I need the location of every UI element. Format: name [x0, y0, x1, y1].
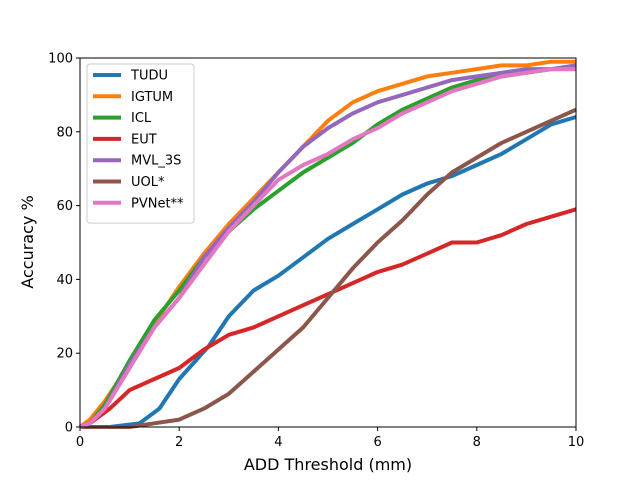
x-axis-label: ADD Threshold (mm)	[244, 455, 412, 474]
legend-label: TUDU	[130, 69, 168, 84]
y-tick-label: 100	[48, 52, 73, 67]
x-tick-label: 6	[373, 435, 381, 450]
series-line-0	[80, 115, 577, 429]
x-tick-label: 8	[473, 435, 481, 450]
plot-frame	[79, 57, 577, 428]
series-layer	[78, 59, 577, 429]
legend-label: EUT	[131, 132, 157, 147]
y-tick-label: 60	[56, 199, 73, 214]
series-line-5	[80, 107, 577, 429]
series-line-3	[79, 207, 577, 429]
x-tick-label: 0	[76, 435, 84, 450]
series-line-6	[79, 67, 576, 429]
y-tick-label: 0	[65, 421, 73, 436]
x-tick-label: 10	[568, 435, 585, 450]
y-axis-ticks: 0 20 40 60 80 100	[48, 52, 80, 436]
x-tick-label: 2	[175, 435, 183, 450]
legend-label: ICL	[131, 111, 152, 126]
y-axis-label: Accuracy %	[18, 195, 37, 288]
x-axis-ticks: 0 2 4 6 8 10	[76, 427, 584, 450]
legend-label: MVL_3S	[131, 154, 181, 169]
y-tick-label: 80	[56, 125, 73, 140]
legend-label: IGTUM	[131, 90, 173, 105]
y-tick-label: 40	[56, 273, 73, 288]
legend-label: PVNet**	[131, 196, 184, 211]
legend: TUDU IGTUM ICL EUT MVL_3S UOL* PVNet**	[86, 63, 195, 224]
x-tick-label: 4	[274, 435, 282, 450]
y-tick-label: 20	[56, 347, 73, 362]
legend-label: UOL*	[131, 175, 165, 190]
